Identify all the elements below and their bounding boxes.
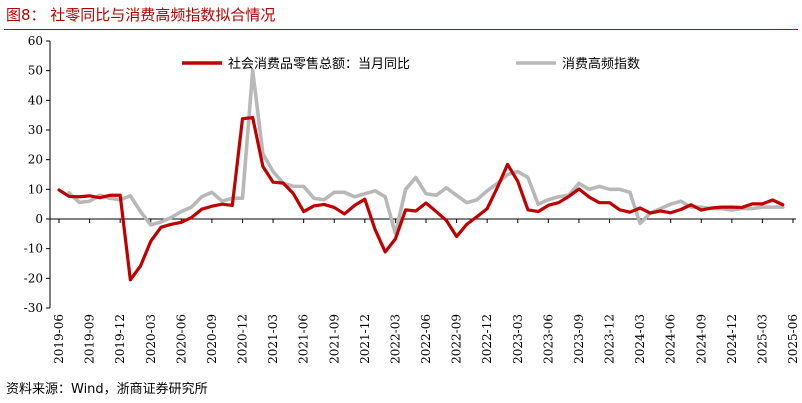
x-tick-label: 2022-12 (480, 314, 494, 364)
x-tick-label: 2024-06 (664, 314, 678, 364)
x-tick-label: 2019-12 (113, 314, 127, 364)
x-tick-label: 2025-03 (755, 314, 769, 364)
x-tick-label: 2021-09 (327, 314, 341, 364)
y-tick-label: 10 (28, 182, 43, 196)
x-tick-label: 2019-06 (52, 314, 66, 364)
y-tick-label: 50 (28, 64, 43, 78)
y-tick-label: -20 (24, 271, 43, 285)
y-tick-label: -10 (24, 242, 43, 256)
y-tick-label: 0 (35, 212, 43, 226)
y-tick-label: 40 (28, 93, 43, 107)
x-tick-label: 2023-09 (572, 314, 586, 364)
x-tick-label: 2019-09 (83, 314, 97, 364)
x-tick-label: 2020-12 (236, 314, 250, 364)
x-tick-label: 2022-03 (388, 314, 402, 364)
x-tick-label: 2022-09 (450, 314, 464, 364)
legend-label-high-frequency: 消费高频指数 (562, 56, 640, 72)
x-tick-label: 2021-12 (358, 314, 372, 364)
x-tick-labels: 2019-06 2019-09 2019-12 2020-03 2020-06 2020-… (52, 314, 800, 364)
y-tick-label: 30 (28, 123, 43, 137)
x-tick-label: 2024-03 (633, 314, 647, 364)
legend: 社会消费品零售总额：当月同比 消费高频指数 (182, 56, 640, 72)
figure-title: 图8： 社零同比与消费高频指数拟合情况 (6, 6, 276, 24)
x-tick-label: 2020-09 (205, 314, 219, 364)
x-tick-label: 2020-03 (144, 314, 158, 364)
source-note: 资料来源：Wind，浙商证券研究所 (6, 382, 208, 397)
y-tick-label: 20 (28, 153, 43, 167)
series-lines (57, 68, 785, 282)
x-tick-label: 2021-03 (266, 314, 280, 364)
y-tick-label: -30 (24, 301, 43, 315)
x-tick-label: 2023-03 (511, 314, 525, 364)
x-tick-label: 2020-06 (174, 314, 188, 364)
x-tick-label: 2021-06 (297, 314, 311, 364)
x-tick-label: 2023-06 (541, 314, 555, 364)
x-tick-label: 2022-06 (419, 314, 433, 364)
legend-label-retail: 社会消费品零售总额：当月同比 (228, 56, 410, 72)
series-line-high-frequency (67, 68, 785, 236)
title-rule (4, 29, 798, 30)
series-line-retail (57, 115, 785, 282)
x-tick-label: 2024-12 (725, 314, 739, 364)
x-tick-label: 2025-06 (786, 314, 800, 364)
y-tick-labels: 60 50 40 30 20 10 0 -10 -20 -30 (24, 34, 43, 315)
axes (46, 40, 796, 309)
x-tick-label: 2023-12 (603, 314, 617, 364)
x-tick-label: 2024-09 (694, 314, 708, 364)
y-tick-label: 60 (28, 34, 43, 48)
